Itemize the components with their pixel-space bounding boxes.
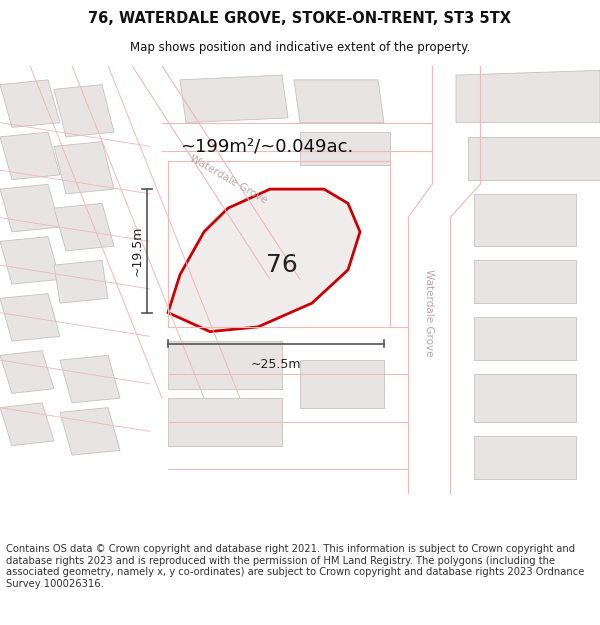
Text: ~19.5m: ~19.5m: [131, 226, 144, 276]
Polygon shape: [0, 351, 54, 393]
Polygon shape: [474, 374, 576, 422]
Text: Waterdale Grove: Waterdale Grove: [424, 269, 434, 356]
Text: Waterdale Grove: Waterdale Grove: [188, 153, 268, 206]
Polygon shape: [180, 75, 288, 122]
Polygon shape: [468, 137, 600, 179]
Polygon shape: [54, 84, 114, 137]
Polygon shape: [60, 356, 120, 403]
Polygon shape: [168, 189, 360, 332]
Polygon shape: [54, 203, 114, 251]
Polygon shape: [474, 318, 576, 360]
Polygon shape: [54, 261, 108, 303]
Polygon shape: [456, 71, 600, 122]
Text: 76, WATERDALE GROVE, STOKE-ON-TRENT, ST3 5TX: 76, WATERDALE GROVE, STOKE-ON-TRENT, ST3…: [89, 11, 511, 26]
Polygon shape: [168, 341, 282, 389]
Polygon shape: [0, 237, 60, 284]
Polygon shape: [0, 184, 60, 232]
Text: Map shows position and indicative extent of the property.: Map shows position and indicative extent…: [130, 41, 470, 54]
Polygon shape: [168, 398, 282, 446]
Polygon shape: [54, 142, 114, 194]
Polygon shape: [60, 408, 120, 455]
Text: ~25.5m: ~25.5m: [251, 357, 301, 371]
Polygon shape: [0, 132, 60, 179]
Text: 76: 76: [266, 253, 298, 277]
Polygon shape: [0, 80, 60, 128]
Polygon shape: [0, 403, 54, 446]
Text: ~199m²/~0.049ac.: ~199m²/~0.049ac.: [180, 138, 353, 156]
Polygon shape: [474, 436, 576, 479]
Polygon shape: [300, 132, 390, 166]
Polygon shape: [474, 261, 576, 303]
Polygon shape: [294, 80, 384, 122]
Polygon shape: [0, 294, 60, 341]
Text: Contains OS data © Crown copyright and database right 2021. This information is : Contains OS data © Crown copyright and d…: [6, 544, 584, 589]
Polygon shape: [300, 360, 384, 408]
Polygon shape: [474, 194, 576, 246]
